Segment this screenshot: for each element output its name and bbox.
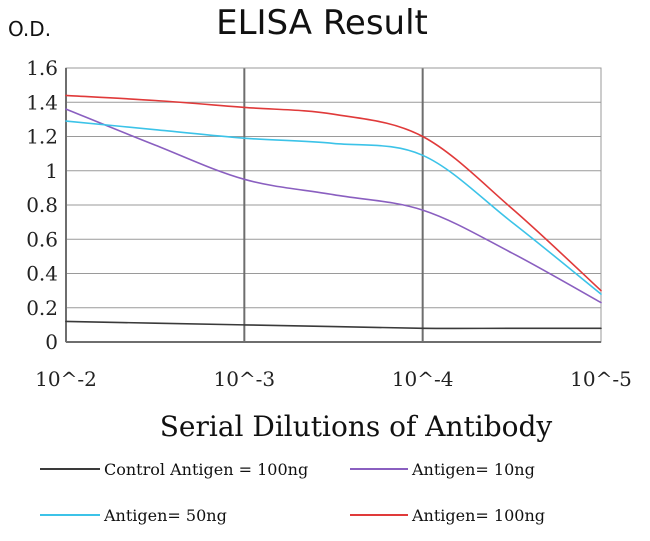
- x-tick-label: 10^-3: [213, 367, 275, 391]
- x-axis-ticks: 10^-2 10^-3 10^-4 10^-5: [35, 367, 632, 391]
- y-tick-label: 0.4: [26, 262, 58, 286]
- x-tick-label: 10^-2: [35, 367, 97, 391]
- series-line-0: [65, 320, 602, 330]
- y-tick-label: 1.2: [26, 125, 58, 149]
- x-tick-label: 10^-5: [570, 367, 632, 391]
- y-tick-label: 0.6: [26, 227, 58, 251]
- legend-label-2: Antigen= 50ng: [103, 506, 227, 525]
- y-axis-ticks: 0 0.2 0.4 0.6 0.8 1 1.2 1.4 1.6: [26, 56, 58, 354]
- series-line-1: [65, 108, 602, 304]
- series-line-3: [65, 94, 602, 292]
- chart-title: ELISA Result: [216, 3, 428, 43]
- legend-label-0: Control Antigen = 100ng: [104, 460, 308, 479]
- axes: [65, 67, 602, 343]
- y-tick-label: 0.2: [26, 296, 58, 320]
- y-tick-label: 1: [45, 159, 58, 183]
- y-axis-label: O.D.: [8, 17, 51, 41]
- legend: Control Antigen = 100ng Antigen= 10ng Anti…: [40, 460, 545, 525]
- grid-lines: [66, 68, 601, 342]
- series-lines: [65, 94, 602, 330]
- x-axis-label: Serial Dilutions of Antibody: [160, 410, 553, 443]
- y-tick-label: 1.6: [26, 56, 58, 80]
- y-tick-label: 1.4: [26, 90, 58, 114]
- legend-label-1: Antigen= 10ng: [411, 460, 535, 479]
- series-line-2: [65, 120, 602, 295]
- y-tick-label: 0: [45, 330, 58, 354]
- legend-label-3: Antigen= 100ng: [411, 506, 545, 525]
- x-tick-label: 10^-4: [392, 367, 454, 391]
- y-tick-label: 0.8: [26, 193, 58, 217]
